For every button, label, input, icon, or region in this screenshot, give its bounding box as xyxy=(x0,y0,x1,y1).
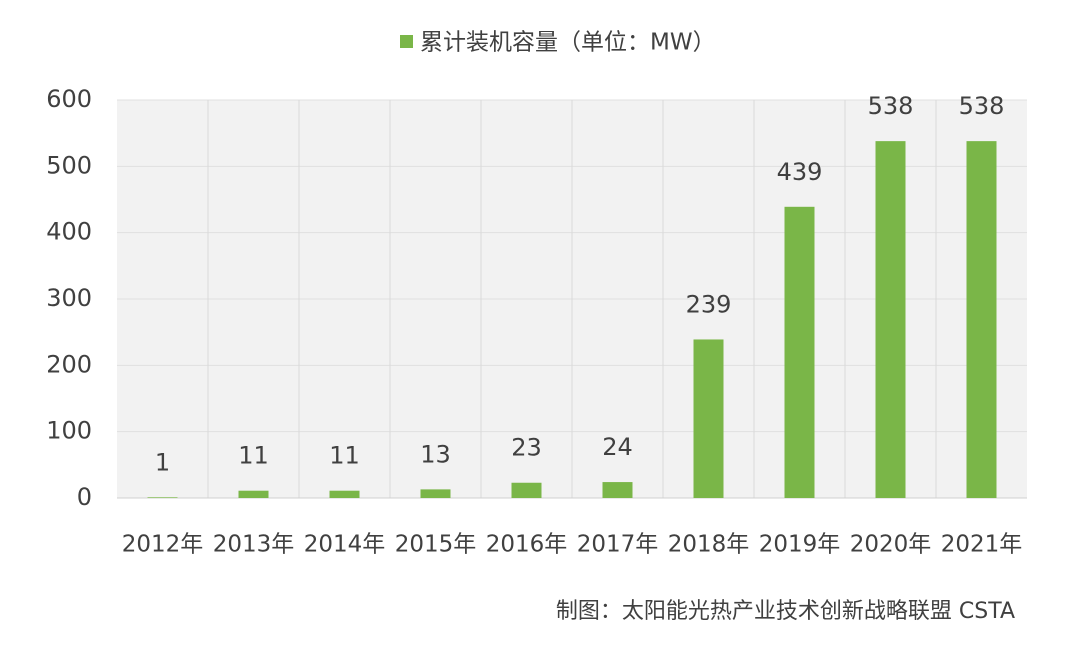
source-note: 制图：太阳能光热产业技术创新战略联盟 CSTA xyxy=(556,599,1015,624)
bar xyxy=(511,482,542,498)
x-tick-label: 2021年 xyxy=(941,532,1023,558)
x-tick-label: 2020年 xyxy=(850,532,932,558)
bar xyxy=(784,206,815,498)
x-tick-label: 2012年 xyxy=(122,532,204,558)
data-label: 13 xyxy=(420,440,451,468)
x-tick-label: 2014年 xyxy=(304,532,386,558)
bar xyxy=(238,490,269,498)
bar xyxy=(329,490,360,498)
data-label: 23 xyxy=(511,434,542,462)
x-tick-label: 2013年 xyxy=(213,532,295,558)
y-tick-label: 300 xyxy=(46,284,92,312)
bar xyxy=(966,141,997,499)
legend-label: 累计装机容量（单位：MW） xyxy=(420,30,716,56)
bar xyxy=(875,141,906,499)
y-tick-label: 100 xyxy=(46,417,92,445)
y-tick-label: 400 xyxy=(46,218,92,246)
x-tick-label: 2015年 xyxy=(395,532,477,558)
data-label: 11 xyxy=(329,442,360,470)
bar xyxy=(602,482,633,498)
data-label: 239 xyxy=(686,290,732,318)
y-tick-label: 0 xyxy=(77,483,92,511)
legend-swatch xyxy=(400,35,413,48)
x-tick-label: 2019年 xyxy=(759,532,841,558)
data-label: 24 xyxy=(602,433,633,461)
data-label: 11 xyxy=(238,442,269,470)
data-label: 1 xyxy=(155,448,170,476)
data-label: 538 xyxy=(868,92,914,120)
x-tick-label: 2017年 xyxy=(577,532,659,558)
x-tick-label: 2016年 xyxy=(486,532,568,558)
data-label: 538 xyxy=(959,92,1005,120)
bar xyxy=(693,339,724,498)
x-tick-label: 2018年 xyxy=(668,532,750,558)
data-label: 439 xyxy=(777,158,823,186)
y-tick-label: 500 xyxy=(46,151,92,179)
y-tick-label: 600 xyxy=(46,85,92,113)
bar xyxy=(420,489,451,498)
y-tick-label: 200 xyxy=(46,350,92,378)
bar xyxy=(147,497,178,498)
